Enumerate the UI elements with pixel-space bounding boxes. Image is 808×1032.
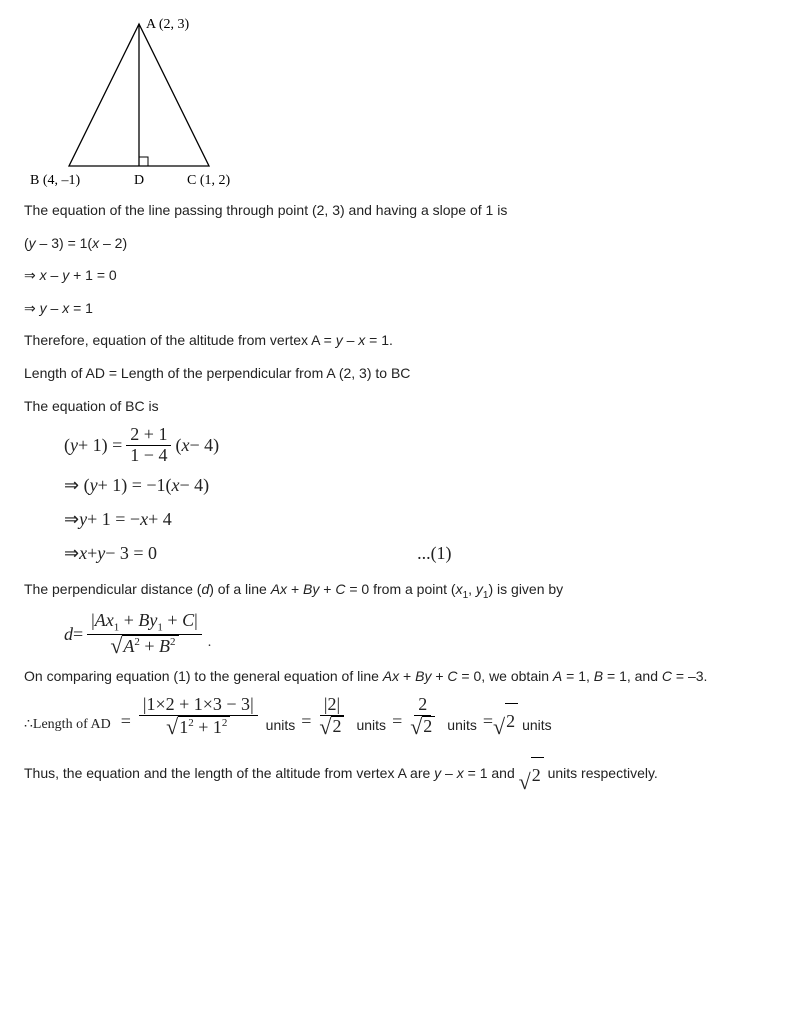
text-line: ⇒ y – x = 1 [24, 295, 784, 322]
label-a: A (2, 3) [146, 17, 190, 32]
length-calc: ∴Length of AD = |1×2 + 1×3 − 3| √12 + 12… [24, 695, 784, 738]
label-d: D [134, 173, 144, 188]
text-line: Length of AD = Length of the perpendicul… [24, 360, 784, 387]
text-line: The equation of the line passing through… [24, 197, 784, 224]
text-line: Thus, the equation and the length of the… [24, 752, 784, 796]
label-b: B (4, –1) [30, 173, 81, 188]
text-line: (y – 3) = 1(x – 2) [24, 230, 784, 257]
equation-block: (y + 1) = 2 + 11 − 4 (x − 4) ⇒ (y + 1) =… [24, 425, 784, 570]
triangle-diagram: A (2, 3) B (4, –1) D C (1, 2) [24, 16, 784, 191]
text-line: On comparing equation (1) to the general… [24, 663, 784, 690]
label-c: C (1, 2) [187, 173, 231, 188]
text-line: The equation of BC is [24, 393, 784, 420]
distance-formula: d = |Ax1 + By1 + C| √A2 + B2 . [24, 611, 784, 657]
text-line: Therefore, equation of the altitude from… [24, 327, 784, 354]
text-line: ⇒ x – y + 1 = 0 [24, 262, 784, 289]
text-line: The perpendicular distance (d) of a line… [24, 576, 784, 605]
